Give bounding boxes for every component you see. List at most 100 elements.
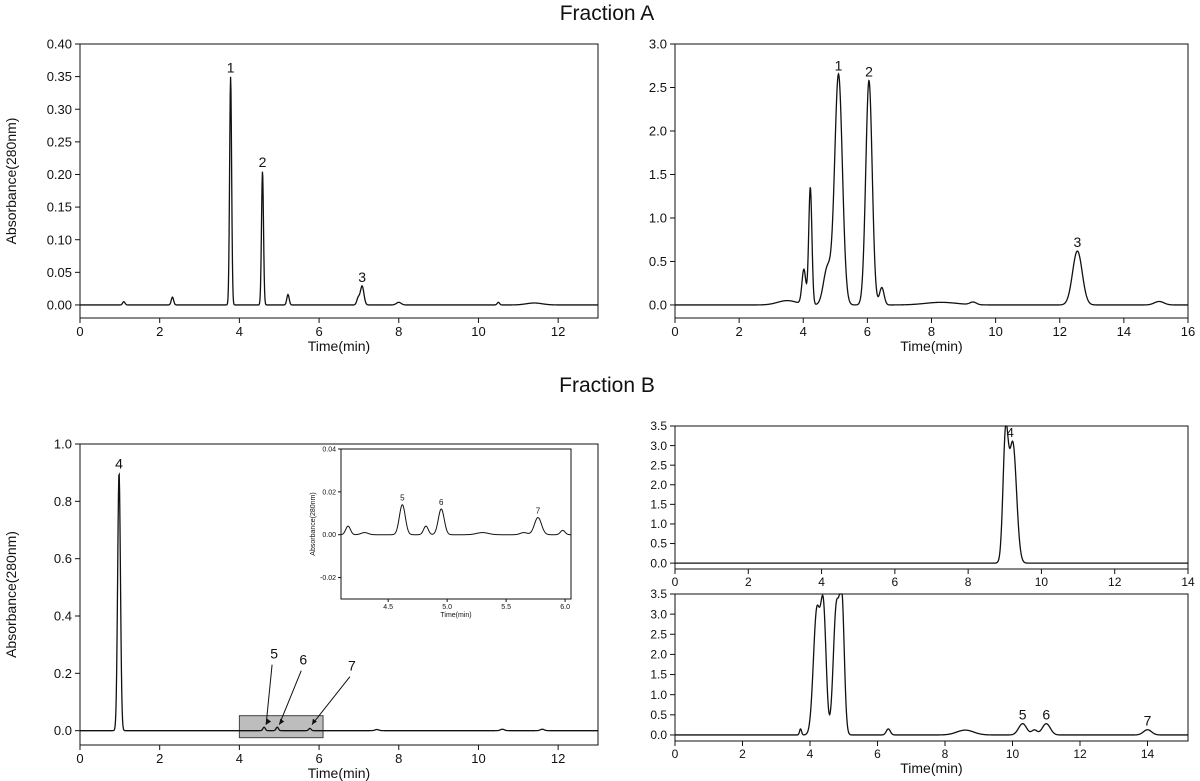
x-axis-label: Time(min) xyxy=(308,338,370,354)
x-tick-label: 14 xyxy=(1141,747,1155,761)
y-tick-label: 0.20 xyxy=(47,167,72,182)
chart-fraction-b-right-top: 0 2 4 6 8 10 12 14 0.0 0.5 1.0 1.5 2.0 2.5 3.0 3.5 4 xyxy=(650,419,1195,589)
peak-label: 3 xyxy=(1073,234,1081,250)
y-tick-label: 0.10 xyxy=(47,232,72,247)
y-tick-label: 0.0 xyxy=(650,728,667,742)
plot-frame xyxy=(674,43,1189,319)
fraction-b-title: Fraction B xyxy=(559,374,655,397)
y-tick-label: 2.5 xyxy=(649,80,667,95)
x-tick-label: 2 xyxy=(739,747,746,761)
x-tick-label: 5.5 xyxy=(501,604,511,611)
chart-fraction-a-right: 0 2 4 6 8 10 12 14 160.00.51.01.52.02.53.0Time(m… xyxy=(649,37,1195,354)
x-tick-label: 10 xyxy=(1035,575,1049,589)
y-tick-label: 2.0 xyxy=(649,124,667,139)
peak-label: 4 xyxy=(115,456,123,472)
x-tick-label: 4 xyxy=(800,324,807,339)
peak-label: 7 xyxy=(536,507,541,516)
x-tick-label: 0 xyxy=(76,751,83,766)
x-tick-label: 10 xyxy=(1006,747,1020,761)
x-tick-label: 4 xyxy=(807,747,814,761)
chromatogram-trace xyxy=(80,76,598,306)
peak-label: 5 xyxy=(400,494,405,503)
y-axis-label: Absorbance(280nm) xyxy=(310,492,317,555)
chart-fraction-a-left: 0 2 4 6 8 10 120.000.050.100.150.200.250.300.3… xyxy=(3,37,599,354)
y-axis-label: Absorbance(280nm) xyxy=(3,531,19,658)
y-tick-label: 1.5 xyxy=(650,668,667,682)
chromatogram-trace xyxy=(80,472,598,732)
callout-arrow xyxy=(265,664,273,725)
y-tick-label: 1.5 xyxy=(649,167,667,182)
x-tick-label: 6 xyxy=(874,747,881,761)
x-axis-label: Time(min) xyxy=(308,765,370,781)
x-tick-label: 4 xyxy=(236,751,243,766)
y-tick-label: -0.02 xyxy=(320,575,336,582)
peak-label: 5 xyxy=(1019,707,1027,723)
x-tick-label: 10 xyxy=(471,751,485,766)
plot-frame xyxy=(674,425,1189,570)
x-tick-label: 4 xyxy=(236,324,243,339)
y-tick-label: 0.8 xyxy=(54,494,72,509)
callout-arrowhead xyxy=(266,718,272,725)
x-tick-label: 0 xyxy=(76,324,83,339)
y-tick-label: 0.00 xyxy=(47,298,72,313)
callout-label: 6 xyxy=(299,652,307,668)
y-tick-label: 0.02 xyxy=(322,489,336,496)
callout-arrow xyxy=(311,676,351,725)
callout-arrowhead xyxy=(311,718,317,725)
y-tick-label: 0.00 xyxy=(322,532,336,539)
x-tick-label: 6 xyxy=(315,751,322,766)
chart-fraction-b-left: 0 2 4 6 8 10 12 0.0 0.2 0.4 0.6 0.8 1.0 Time(min) Abso… xyxy=(3,437,599,781)
y-tick-label: 0.0 xyxy=(650,556,667,570)
x-tick-label: 0 xyxy=(671,324,678,339)
y-axis-label: Absorbance(280nm) xyxy=(3,118,19,245)
x-tick-label: 0 xyxy=(672,575,679,589)
y-tick-label: 0.15 xyxy=(47,200,72,215)
x-tick-label: 12 xyxy=(1108,575,1122,589)
x-tick-label: 6.0 xyxy=(560,604,570,611)
x-tick-label: 10 xyxy=(988,324,1002,339)
x-tick-label: 0 xyxy=(672,747,679,761)
y-tick-label: 0.30 xyxy=(47,102,72,117)
chart-fraction-b-inset: 4.5 5.0 5.5 6.0 -0.02 0.00 0.02 0.04 Time(min) Ab… xyxy=(310,446,572,619)
x-axis-label: Time(min) xyxy=(440,612,471,619)
y-tick-label: 0.05 xyxy=(47,265,72,280)
y-tick-label: 0.0 xyxy=(649,298,667,313)
plot-frame xyxy=(340,448,572,600)
peak-label: 4 xyxy=(1007,425,1014,440)
y-tick-label: 0.4 xyxy=(54,609,72,624)
x-tick-label: 6 xyxy=(864,324,871,339)
x-tick-label: 2 xyxy=(156,324,163,339)
y-tick-label: 3.0 xyxy=(650,439,667,453)
peak-label: 1 xyxy=(227,60,235,76)
peak-label: 1 xyxy=(835,57,843,73)
y-tick-label: 2.5 xyxy=(650,627,667,641)
chart-fraction-b-right-bottom: 0 2 4 6 8 10 12 14 0.0 0.5 1.0 1.5 2.0 2.5 3.0 3.5 Time(… xyxy=(650,587,1189,776)
plot-frame xyxy=(79,443,599,746)
x-tick-label: 8 xyxy=(928,324,935,339)
x-tick-label: 2 xyxy=(156,751,163,766)
x-tick-label: 12 xyxy=(1053,324,1067,339)
y-tick-label: 0.25 xyxy=(47,134,72,149)
x-tick-label: 10 xyxy=(471,324,485,339)
x-tick-label: 4.5 xyxy=(383,604,393,611)
y-tick-label: 0.40 xyxy=(47,37,72,52)
x-axis-label: Time(min) xyxy=(900,338,962,354)
peak-label: 2 xyxy=(259,154,267,170)
y-tick-label: 0.5 xyxy=(650,708,667,722)
inset-background xyxy=(341,449,571,599)
x-tick-label: 8 xyxy=(395,324,402,339)
y-tick-label: 0.04 xyxy=(322,446,336,453)
y-tick-label: 0.5 xyxy=(650,537,667,551)
callout-label: 5 xyxy=(270,646,278,662)
y-tick-label: 0.35 xyxy=(47,69,72,84)
plot-frame xyxy=(79,43,599,319)
peak-label: 6 xyxy=(1042,707,1050,723)
chromatogram-trace xyxy=(675,72,1188,306)
peak-label: 2 xyxy=(865,64,873,80)
peak-label: 3 xyxy=(358,269,366,285)
x-tick-label: 8 xyxy=(942,747,949,761)
x-axis-label: Time(min) xyxy=(900,760,962,776)
x-tick-label: 2 xyxy=(736,324,743,339)
y-tick-label: 1.0 xyxy=(650,517,667,531)
